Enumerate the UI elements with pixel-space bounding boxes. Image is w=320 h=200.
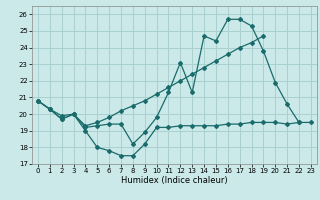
X-axis label: Humidex (Indice chaleur): Humidex (Indice chaleur) bbox=[121, 176, 228, 185]
